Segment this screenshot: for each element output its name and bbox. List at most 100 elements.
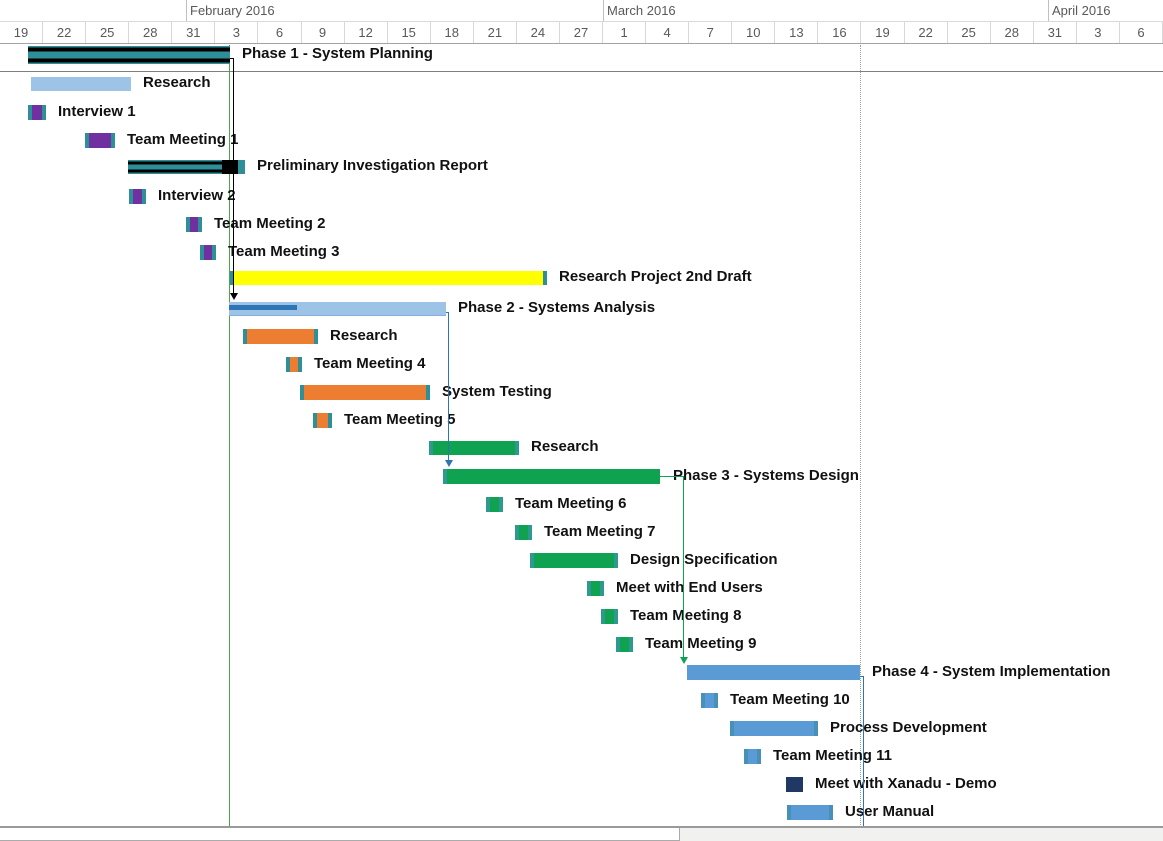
- bar-start-cap: [200, 245, 204, 260]
- bar-end-cap: [238, 160, 245, 174]
- link-phase1-to-phase2-horizontal: [230, 58, 233, 59]
- team-meeting-4-bar[interactable]: [286, 357, 302, 372]
- bar-end-cap: [614, 609, 618, 624]
- day-tick-6: 6: [258, 22, 302, 43]
- month-divider: [186, 0, 187, 21]
- bar-start-cap: [486, 497, 490, 512]
- bar-start-cap: [186, 217, 190, 232]
- team-meeting-1-bar[interactable]: [85, 133, 115, 148]
- horizontal-scrollbar-thumb[interactable]: [0, 828, 680, 841]
- bar-end-cap: [142, 189, 146, 204]
- bar-end-cap: [426, 385, 430, 400]
- link-phase3-to-phase4-horizontal: [660, 476, 683, 477]
- team-meeting-9-label: Team Meeting 9: [645, 634, 757, 652]
- team-meeting-8-label: Team Meeting 8: [630, 606, 742, 624]
- bar-end-cap: [212, 245, 216, 260]
- day-tick-12: 24: [517, 22, 560, 43]
- link-phase4-down-horizontal: [860, 676, 863, 677]
- design-specification-bar[interactable]: [530, 553, 618, 568]
- process-development-bar[interactable]: [730, 721, 818, 736]
- team-meeting-11-label: Team Meeting 11: [773, 746, 892, 764]
- research-2-bar[interactable]: [243, 329, 318, 344]
- day-tick-18: 13: [775, 22, 819, 43]
- day-tick-5: 3: [215, 22, 259, 43]
- day-tick-10: 18: [431, 22, 474, 43]
- day-tick-14: 1: [603, 22, 647, 43]
- bar-start-cap: [787, 805, 791, 820]
- timescale-day-row: 19 22 25 28 31 3 6 9 12 15 18 21 24 27 1 4 7 10 13 16 19 22 25…: [0, 22, 1163, 44]
- link-phase3-to-phase4: [683, 476, 684, 657]
- research-project-2nd-draft-bar[interactable]: [230, 271, 547, 285]
- bar-start-cap: [587, 581, 591, 596]
- day-tick-2: 25: [86, 22, 130, 43]
- bar-start-cap: [28, 105, 32, 120]
- bar-end-cap: [614, 553, 618, 568]
- team-meeting-7-bar[interactable]: [515, 525, 532, 540]
- bar-start-cap: [129, 189, 133, 204]
- research-3-bar[interactable]: [429, 441, 519, 455]
- team-meeting-10-bar[interactable]: [701, 693, 718, 708]
- day-tick-23: 28: [991, 22, 1034, 43]
- day-tick-17: 10: [732, 22, 776, 43]
- day-tick-22: 25: [948, 22, 991, 43]
- month-label: February 2016: [190, 3, 275, 18]
- day-tick-20: 19: [861, 22, 905, 43]
- gantt-plot-area: Phase 1 - System Planning Research Intervi…: [0, 44, 1163, 827]
- link-phase4-down: [863, 676, 864, 826]
- status-date-gridline: [229, 45, 230, 827]
- meet-with-xanadu-demo-bar[interactable]: [786, 777, 803, 792]
- bar-end-cap: [757, 749, 761, 764]
- research-3-label: Research: [531, 438, 599, 455]
- phase-2-systems-analysis-bar[interactable]: [229, 302, 446, 316]
- interview-2-bar[interactable]: [129, 189, 146, 204]
- phase-4-system-implementation-bar[interactable]: [687, 665, 860, 680]
- bar-end-cap: [328, 413, 332, 428]
- team-meeting-11-bar[interactable]: [744, 749, 761, 764]
- day-tick-9: 15: [388, 22, 431, 43]
- day-tick-8: 12: [345, 22, 388, 43]
- interview-1-bar[interactable]: [28, 105, 46, 120]
- day-tick-13: 27: [560, 22, 604, 43]
- bar-start-cap: [515, 525, 519, 540]
- horizontal-scrollbar-track[interactable]: [0, 827, 1163, 841]
- team-meeting-2-label: Team Meeting 2: [214, 214, 326, 232]
- team-meeting-1-label: Team Meeting 1: [127, 130, 239, 148]
- bar-start-cap: [286, 357, 290, 372]
- phase-1-system-planning-bar[interactable]: [28, 46, 230, 64]
- bar-end-cap: [515, 441, 519, 455]
- research-1-label: Research: [143, 74, 211, 91]
- link-phase3-to-phase4-arrowhead: [680, 657, 688, 664]
- team-meeting-9-bar[interactable]: [616, 637, 633, 652]
- team-meeting-2-bar[interactable]: [186, 217, 202, 232]
- bar-end-cap: [298, 357, 302, 372]
- team-meeting-6-bar[interactable]: [486, 497, 503, 512]
- bar-end-cap: [629, 637, 633, 652]
- interview-2-label: Interview 2: [158, 186, 236, 204]
- day-tick-26: 6: [1120, 22, 1163, 43]
- user-manual-bar[interactable]: [787, 805, 833, 820]
- bar-start-cap: [443, 469, 447, 484]
- bar-end-cap: [42, 105, 46, 120]
- team-meeting-3-bar[interactable]: [200, 245, 216, 260]
- incomplete-segment: [222, 160, 238, 174]
- team-meeting-8-bar[interactable]: [601, 609, 618, 624]
- bar-end-cap: [528, 525, 532, 540]
- day-tick-19: 16: [818, 22, 862, 43]
- day-tick-4: 31: [172, 22, 216, 43]
- meet-with-end-users-bar[interactable]: [587, 581, 604, 596]
- design-specification-label: Design Specification: [630, 550, 778, 568]
- process-development-label: Process Development: [830, 718, 987, 736]
- bar-start-cap: [730, 721, 734, 736]
- day-tick-3: 28: [129, 22, 173, 43]
- month-divider: [603, 0, 604, 21]
- system-testing-bar[interactable]: [300, 385, 430, 400]
- progress-stripe: [229, 305, 297, 310]
- research-1-bar[interactable]: [31, 77, 131, 91]
- team-meeting-5-bar[interactable]: [313, 413, 332, 428]
- day-tick-25: 3: [1077, 22, 1120, 43]
- bar-end-cap: [543, 271, 547, 285]
- bar-start-cap: [85, 133, 89, 148]
- preliminary-investigation-report-bar[interactable]: [128, 160, 245, 174]
- phase-3-systems-design-bar[interactable]: [443, 469, 660, 484]
